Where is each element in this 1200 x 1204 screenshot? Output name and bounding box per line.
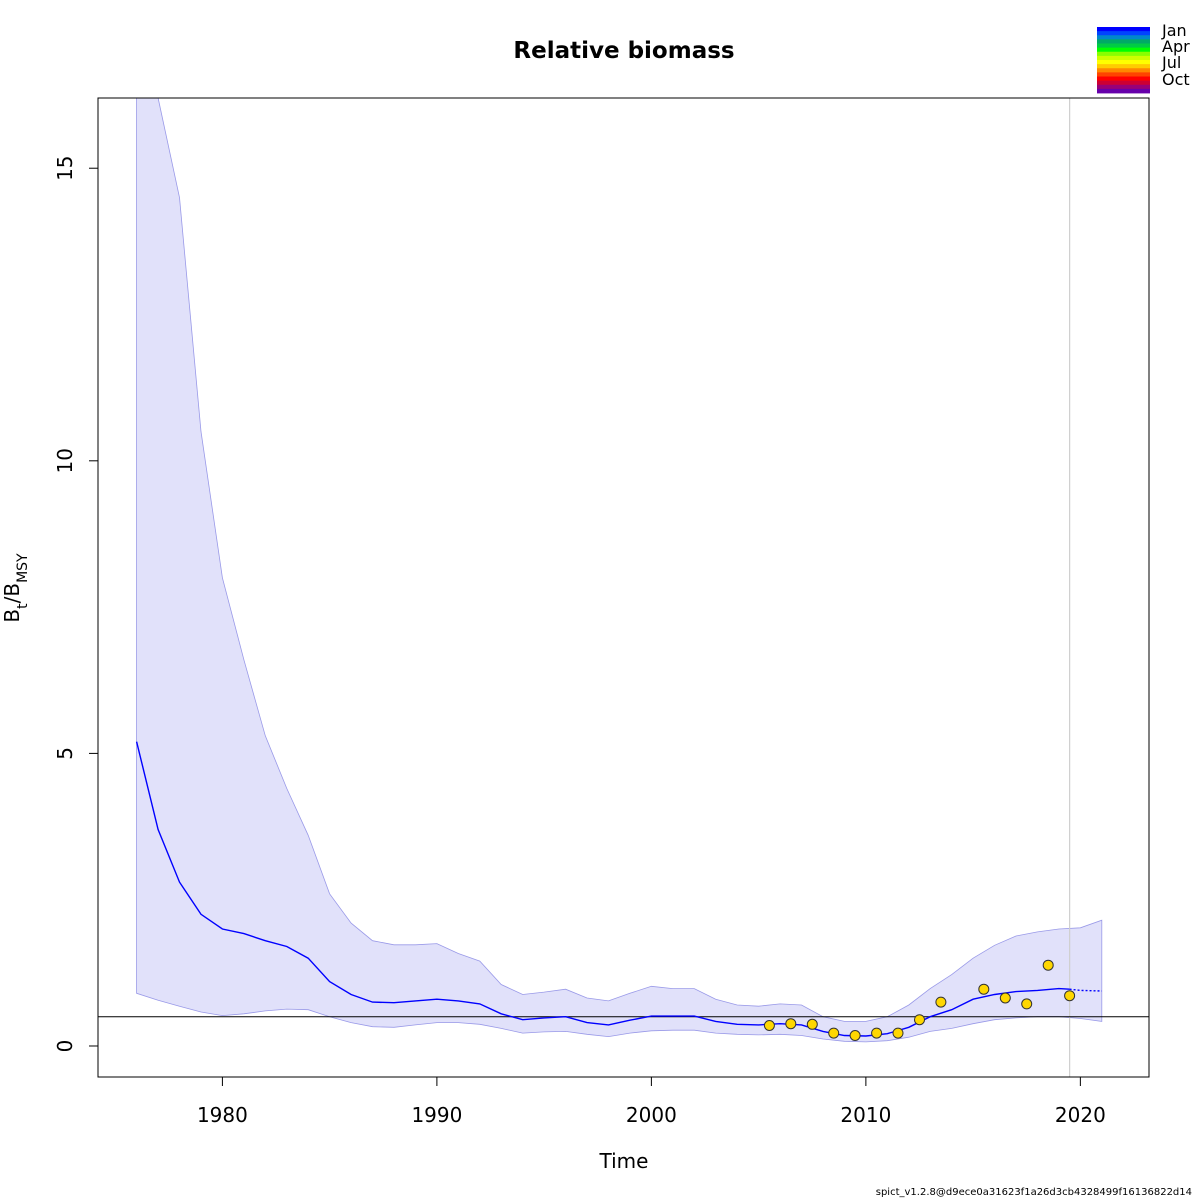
- y-tick-label: 15: [53, 155, 77, 180]
- y-axis-label-main: B: [0, 609, 24, 623]
- x-axis-label: Time: [599, 1149, 649, 1173]
- observation-point: [978, 983, 990, 995]
- observation-point: [785, 1018, 797, 1030]
- x-tick-label: 1980: [197, 1103, 248, 1127]
- observation-point: [935, 996, 947, 1008]
- chart-title: Relative biomass: [513, 38, 734, 64]
- x-axis: 1980 1990 2000 2010 2020: [197, 1076, 1106, 1127]
- legend-color-swatch: [1097, 84, 1150, 90]
- x-tick-label: 2010: [840, 1103, 891, 1127]
- legend-color-swatch: [1097, 76, 1150, 82]
- legend-color-swatch: [1097, 27, 1150, 32]
- observation-point: [763, 1020, 775, 1031]
- confidence-band-layer: [136, 98, 1103, 1043]
- legend-color-swatch: [1097, 39, 1150, 44]
- observation-point: [892, 1027, 904, 1039]
- x-tick-label: 2000: [626, 1103, 677, 1127]
- y-tick-label: 5: [53, 747, 77, 760]
- legend-label: Jul: [1161, 53, 1181, 72]
- legend-color-swatch: [1097, 60, 1150, 65]
- confidence-band: [136, 98, 1103, 1043]
- legend-color-swatch: [1097, 31, 1150, 36]
- observation-point: [1042, 959, 1054, 971]
- legend-color-swatch: [1097, 43, 1150, 49]
- legend-color-swatch: [1097, 68, 1150, 73]
- y-axis-label: Bt/BMSY: [0, 553, 31, 623]
- y-axis-label-sub-msy: MSY: [15, 553, 31, 583]
- legend-color-swatch: [1097, 51, 1150, 57]
- y-tick-label: 10: [53, 448, 77, 473]
- legend-color-swatch: [1097, 88, 1150, 94]
- y-axis: 0 5 10 15: [53, 155, 99, 1053]
- legend-label: Jan: [1161, 21, 1187, 40]
- observation-point: [1064, 990, 1076, 1002]
- y-tick-label: 0: [53, 1040, 77, 1053]
- legend-color-swatch: [1097, 35, 1150, 40]
- observation-point: [871, 1027, 883, 1039]
- observation-point: [1021, 998, 1033, 1010]
- observation-points-layer: [763, 959, 1076, 1041]
- x-tick-label: 2020: [1055, 1103, 1106, 1127]
- legend-label: Oct: [1162, 70, 1190, 89]
- legend-color-swatch: [1097, 47, 1150, 53]
- observation-point: [828, 1027, 840, 1039]
- legend-color-swatch: [1097, 72, 1150, 77]
- legend-label: Apr: [1162, 37, 1190, 56]
- legend-color-swatch: [1097, 80, 1150, 86]
- series-line-forecast: [1069, 988, 1102, 992]
- legend-color-swatch: [1097, 64, 1150, 69]
- legend-color-swatch: [1097, 55, 1150, 61]
- observation-point: [806, 1018, 818, 1030]
- y-axis-label-sep: /B: [0, 583, 24, 603]
- observation-point: [999, 992, 1011, 1004]
- y-axis-label-sub-t: t: [15, 603, 31, 609]
- x-tick-label: 1990: [411, 1103, 462, 1127]
- footer-version: spict_v1.2.8@d9ece0a31623f1a26d3cb432849…: [875, 1187, 1192, 1198]
- observation-point: [914, 1014, 925, 1026]
- observation-point: [849, 1030, 861, 1041]
